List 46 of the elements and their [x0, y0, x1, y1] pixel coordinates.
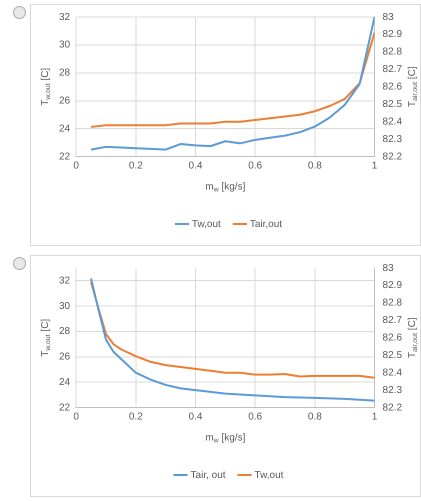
x-tick-label: 0.4	[188, 411, 203, 422]
x-tick-label: 1	[372, 411, 378, 422]
x-tick-label: 0.2	[128, 411, 144, 422]
y2-tick-label: 82.7	[382, 64, 402, 76]
y2-tick-label: 82.3	[382, 134, 402, 145]
y2-tick-label: 82.4	[382, 367, 402, 378]
y2-tick-label: 82.8	[382, 298, 402, 309]
y-tick-label: 28	[59, 326, 71, 338]
x-tick-label: 0.6	[248, 160, 263, 172]
y-tick-label: 24	[59, 376, 71, 388]
y2-tick-label: 82.2	[382, 151, 402, 162]
y2-tick-label: 83	[382, 262, 394, 274]
y2-tick-label: 82.7	[382, 315, 402, 326]
legend-label: Tair, out	[190, 470, 226, 481]
y-tick-label: 32	[59, 12, 71, 23]
y2-tick-label: 82.6	[382, 82, 402, 93]
y-tick-label: 22	[59, 402, 71, 414]
legend-label: Tw,out	[254, 470, 284, 481]
y2-tick-label: 82.2	[382, 402, 402, 414]
y2-tick-label: 83	[382, 12, 394, 23]
y2-tick-label: 82.4	[382, 116, 402, 128]
y2-tick-label: 82.5	[382, 99, 402, 110]
x-tick-label: 0.8	[308, 160, 322, 172]
x-tick-label: 0	[73, 411, 80, 422]
y-tick-label: 26	[59, 352, 71, 363]
x-tick-label: 1	[372, 160, 378, 172]
y-tick-label: 28	[59, 68, 71, 79]
x-tick-label: 0.8	[308, 411, 322, 422]
legend-label: Tair,out	[250, 218, 282, 230]
x-tick-label: 0.4	[188, 160, 203, 172]
y-tick-label: 22	[59, 151, 71, 162]
y2-tick-label: 82.8	[382, 46, 402, 58]
y2-tick-label: 82.6	[382, 332, 402, 344]
x-tick-label: 0.2	[128, 160, 144, 172]
y2-tick-label: 82.9	[382, 29, 402, 40]
y2-tick-label: 82.3	[382, 384, 402, 396]
y2-tick-label: 82.5	[382, 350, 402, 361]
x-tick-label: 0.6	[248, 411, 263, 422]
y2-tick-label: 82.9	[382, 280, 402, 292]
y-tick-label: 32	[59, 275, 71, 286]
y-tick-label: 30	[59, 300, 71, 312]
legend-label: Tw,out	[192, 218, 222, 230]
y-tick-label: 30	[59, 40, 71, 51]
x-tick-label: 0	[73, 160, 80, 172]
y-tick-label: 26	[59, 96, 71, 107]
y-tick-label: 24	[59, 123, 71, 134]
